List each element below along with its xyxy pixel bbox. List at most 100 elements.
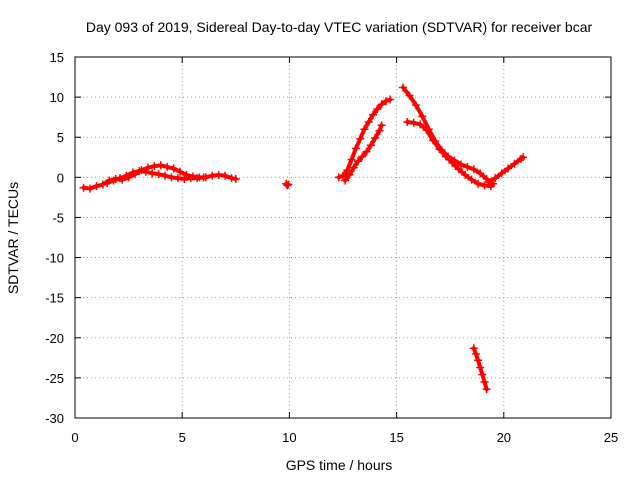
data-point [448,158,457,167]
grid [75,57,611,418]
x-tick-labels: 0 5 10 15 20 25 [71,430,618,445]
data-point [377,100,386,109]
y-tick-label: 15 [50,50,64,65]
series-arc-8 [484,153,528,187]
series-arc-9 [469,344,491,394]
data-point [375,126,384,135]
data-point [135,166,144,175]
data-point [284,180,293,189]
series-arc-3 [282,179,293,190]
data-point [486,182,495,191]
data-point [86,184,95,193]
data-point [180,174,189,183]
data-point [409,118,418,127]
data-point [167,173,176,182]
y-tick-label: -15 [45,291,64,306]
data-point [214,170,223,179]
y-tick-label: -25 [45,371,64,386]
series-track [413,103,425,119]
data-point [456,160,465,169]
data-point [227,174,236,183]
data-point [510,159,519,168]
data-point [208,171,217,180]
data-point [461,170,470,179]
data-point [478,370,487,379]
data-point [386,95,395,104]
data-point [474,356,483,365]
series-arc-2 [103,166,208,187]
data-point [156,161,165,170]
data-point [422,126,431,135]
data-point [79,183,88,192]
data-point [373,105,382,114]
data-point [491,174,500,183]
series-arc-5 [341,121,386,185]
data-point [341,176,350,185]
data-point [399,83,408,92]
data-point [169,164,178,173]
data-point [474,179,483,188]
y-tick-label: 0 [57,170,64,185]
data-point [339,171,347,180]
x-tick-label: 10 [282,430,296,445]
data-point [161,171,170,180]
data-point [482,385,491,394]
data-point [366,141,375,150]
data-point [116,174,125,183]
data-point [163,162,172,171]
data-point [128,168,137,177]
series-arc-4 [334,95,395,182]
axis-ticks [74,56,612,419]
data-point [199,173,208,182]
data-point [354,157,363,166]
data-point [176,167,185,176]
x-tick-label: 15 [389,430,403,445]
data-point [349,163,358,172]
data-point [122,171,131,180]
data-point [369,110,378,119]
data-point [469,165,478,174]
data-point [141,167,150,176]
data-point [467,175,476,184]
data-point [480,181,489,190]
data-point [435,145,444,154]
y-tick-label: -5 [52,210,64,225]
series-track [424,128,436,143]
data-point [519,153,528,162]
series-track [420,114,431,132]
data-point [360,125,369,134]
y-tick-label: -20 [45,331,64,346]
data-point [497,169,506,178]
data-point [469,344,478,353]
data-point [351,144,360,153]
data-point [358,152,367,161]
data-point [480,377,489,386]
data-point [283,181,292,190]
data-point [411,101,420,110]
data-point [403,117,412,126]
data-point [356,134,365,143]
data-point [231,174,240,183]
data-point [371,134,380,143]
data-point [334,173,343,182]
data-point [345,170,354,179]
data-point [418,112,427,121]
x-tick-label: 20 [497,430,511,445]
data-point [148,169,157,178]
series-arc-6 [399,83,498,188]
data-point [173,174,182,183]
data-point [429,136,438,145]
data-point [109,176,118,185]
plot-frame [74,56,612,419]
data-point [154,170,163,179]
data-point [92,182,101,191]
data-point [381,97,390,106]
data-point [343,166,352,175]
data-point [416,120,425,129]
data-point [476,363,485,372]
data-point [484,178,493,187]
data-point [98,180,107,189]
data-point [476,169,485,178]
data-point [221,171,230,180]
y-tick-labels: 15 10 5 0 -5 -10 -15 -20 -25 -30 [45,50,64,426]
